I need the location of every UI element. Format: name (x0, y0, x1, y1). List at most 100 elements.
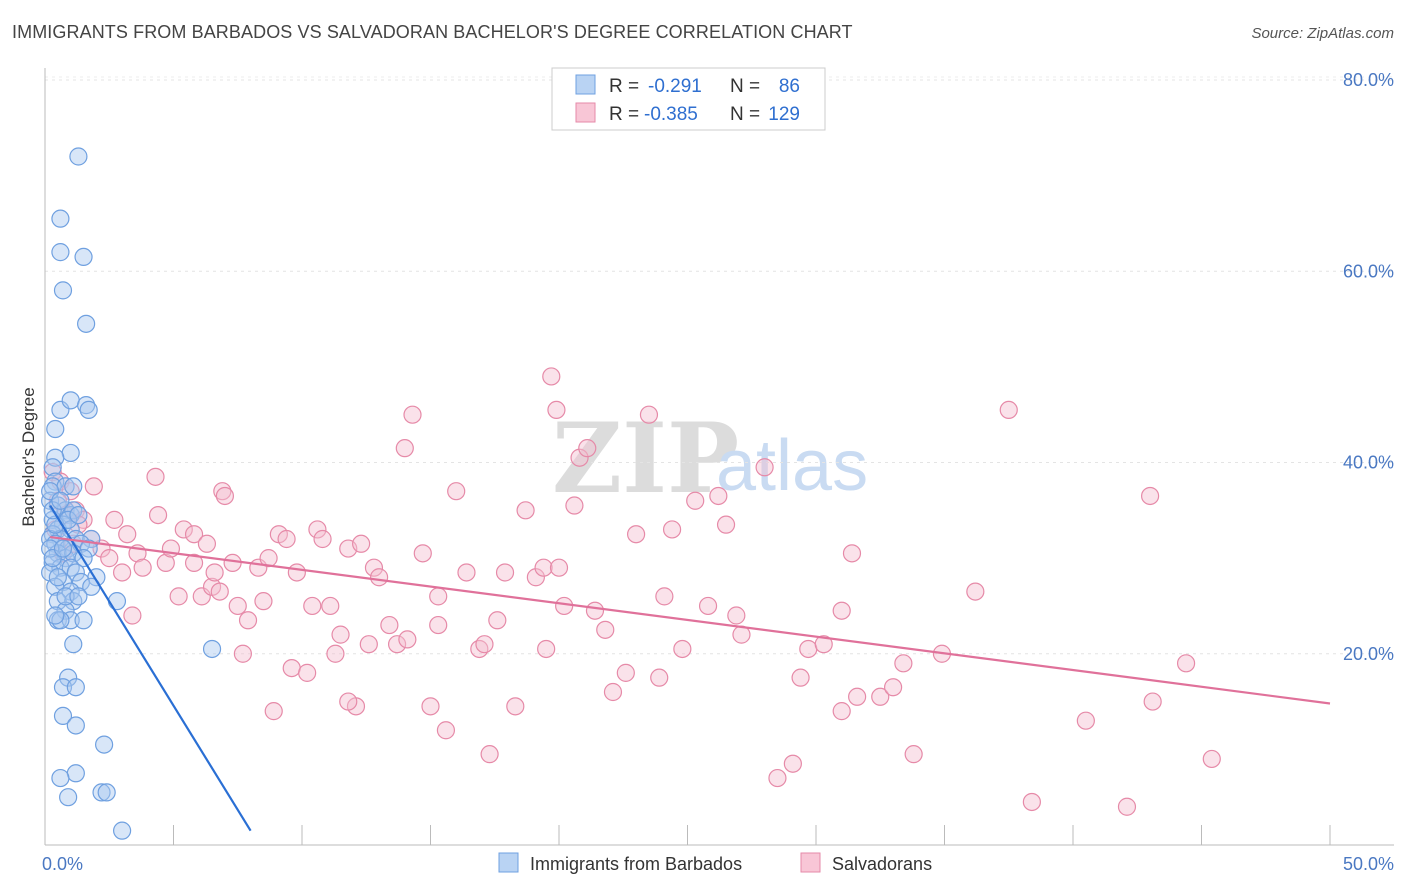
barbados-point-44 (66, 563, 85, 582)
barbados-point-81 (48, 568, 67, 587)
salvadoran-point-119 (1176, 654, 1196, 673)
watermark-atlas: atlas (716, 426, 868, 506)
barbados-point-61 (59, 668, 78, 687)
salvadoran-point-43 (282, 658, 301, 678)
salvadoran-point-76 (526, 568, 545, 587)
series-legend: Immigrants from Barbados Salvadorans (498, 852, 932, 874)
salvadoran-point-80 (555, 596, 574, 616)
salvadoran-point-55 (359, 635, 378, 654)
salvadoran-point-109 (871, 687, 890, 706)
barbados-point-7 (61, 391, 80, 410)
salvadoran-point-129 (133, 558, 152, 577)
salvadoran-point-48 (313, 529, 332, 549)
y-tick-label-20: 20.0% (1343, 644, 1394, 664)
bottom-legend-label-barbados: Immigrants from Barbados (530, 854, 742, 874)
salvadoran-point-32 (215, 486, 234, 506)
barbados-point-15 (43, 477, 62, 496)
barbados-point-63 (66, 678, 85, 697)
watermark-zip: ZIP (552, 402, 739, 515)
barbados-point-79 (51, 491, 70, 510)
salvadoran-point-124 (549, 558, 569, 577)
salvadoran-point-115 (1022, 792, 1041, 812)
salvadoran-point-100 (768, 768, 787, 788)
salvadoran-point-114 (999, 400, 1018, 420)
salvadoran-point-20 (148, 505, 168, 525)
salvadoran-point-107 (842, 544, 862, 563)
salvadoran-point-30 (205, 563, 224, 582)
barbados-point-82 (56, 587, 75, 606)
salvadoran-point-31 (213, 482, 232, 501)
barbados-point-57 (74, 611, 93, 630)
barbados-point-5 (77, 314, 96, 333)
salvadoran-point-51 (331, 625, 350, 644)
salvadoran-point-103 (799, 639, 818, 659)
barbados-point-59 (64, 635, 83, 654)
salvadoran-point-85 (596, 620, 615, 639)
salvadoran-point-74 (506, 697, 525, 716)
barbados-point-85 (53, 539, 73, 558)
barbados-point-13 (43, 458, 62, 477)
salvadoran-point-92 (662, 520, 682, 539)
salvadoran-point-36 (238, 611, 258, 630)
barbados-point-62 (53, 678, 73, 697)
salvadoran-point-38 (254, 592, 273, 611)
legend-r-value-1: -0.291 (648, 76, 702, 97)
barbados-point-71 (97, 783, 116, 802)
salvadoran-point-39 (259, 549, 278, 568)
salvadoran-point-18 (123, 606, 142, 625)
salvadoran-point-93 (686, 491, 705, 510)
salvadoran-point-79 (547, 400, 566, 420)
salvadoran-point-26 (184, 525, 204, 544)
salvadoran-point-106 (832, 601, 851, 620)
salvadoran-point-90 (650, 668, 669, 687)
barbados-point-8 (77, 396, 96, 415)
bottom-legend-label-salvadorans: Salvadorans (832, 854, 932, 874)
salvadoran-point-95 (709, 486, 728, 506)
salvadoran-point-45 (298, 663, 317, 682)
salvadoran-point-63 (413, 544, 432, 563)
salvadoran-point-15 (112, 563, 132, 582)
barbados-point-4 (53, 281, 73, 300)
legend-n-value-1: 86 (779, 76, 800, 97)
salvadoran-point-73 (495, 563, 515, 582)
bottom-legend-swatch-barbados (498, 852, 519, 873)
legend-r-label-2: R = (609, 104, 639, 125)
salvadoran-point-67 (447, 482, 466, 501)
salvadoran-point-88 (626, 525, 646, 544)
salvadoran-point-78 (542, 367, 561, 386)
salvadoran-point-65 (429, 615, 448, 635)
legend-n-label-1: N = (730, 76, 760, 97)
salvadoran-point-94 (698, 596, 718, 616)
gridlines (45, 76, 1394, 655)
salvadoran-point-24 (174, 520, 193, 539)
barbados-point-72 (112, 821, 132, 840)
barbados-point-69 (59, 788, 78, 807)
salvadoran-point-44 (287, 563, 306, 582)
salvadoran-point-61 (398, 630, 417, 649)
salvadoran-point-122 (537, 639, 556, 659)
barbados-point-17 (64, 477, 83, 496)
salvadoran-point-35 (233, 644, 252, 663)
legend-box (551, 67, 826, 131)
salvadoran-point-50 (326, 644, 345, 663)
salvadoran-point-126 (210, 582, 229, 601)
salvadoran-point-128 (673, 639, 692, 659)
bottom-legend-swatch-salvadorans (800, 852, 821, 873)
salvadoran-point-14 (105, 510, 124, 529)
salvadoran-point-56 (364, 558, 384, 577)
salvadoran-point-83 (578, 439, 597, 458)
barbados-point-2 (51, 243, 70, 262)
barbados-point-1 (51, 209, 70, 228)
barbados-point-53 (107, 592, 127, 611)
salvadoran-point-23 (169, 587, 188, 606)
salvadoran-point-64 (421, 697, 440, 716)
salvadoran-point-108 (848, 687, 867, 706)
salvadoran-point-123 (100, 549, 119, 568)
barbados-point-83 (46, 606, 65, 625)
barbados-point-14 (46, 472, 65, 491)
salvadoran-point-66 (436, 721, 456, 740)
legend-swatch-salvadorans (575, 102, 596, 123)
barbados-point-64 (53, 706, 73, 726)
barbados-point-0 (69, 147, 88, 166)
